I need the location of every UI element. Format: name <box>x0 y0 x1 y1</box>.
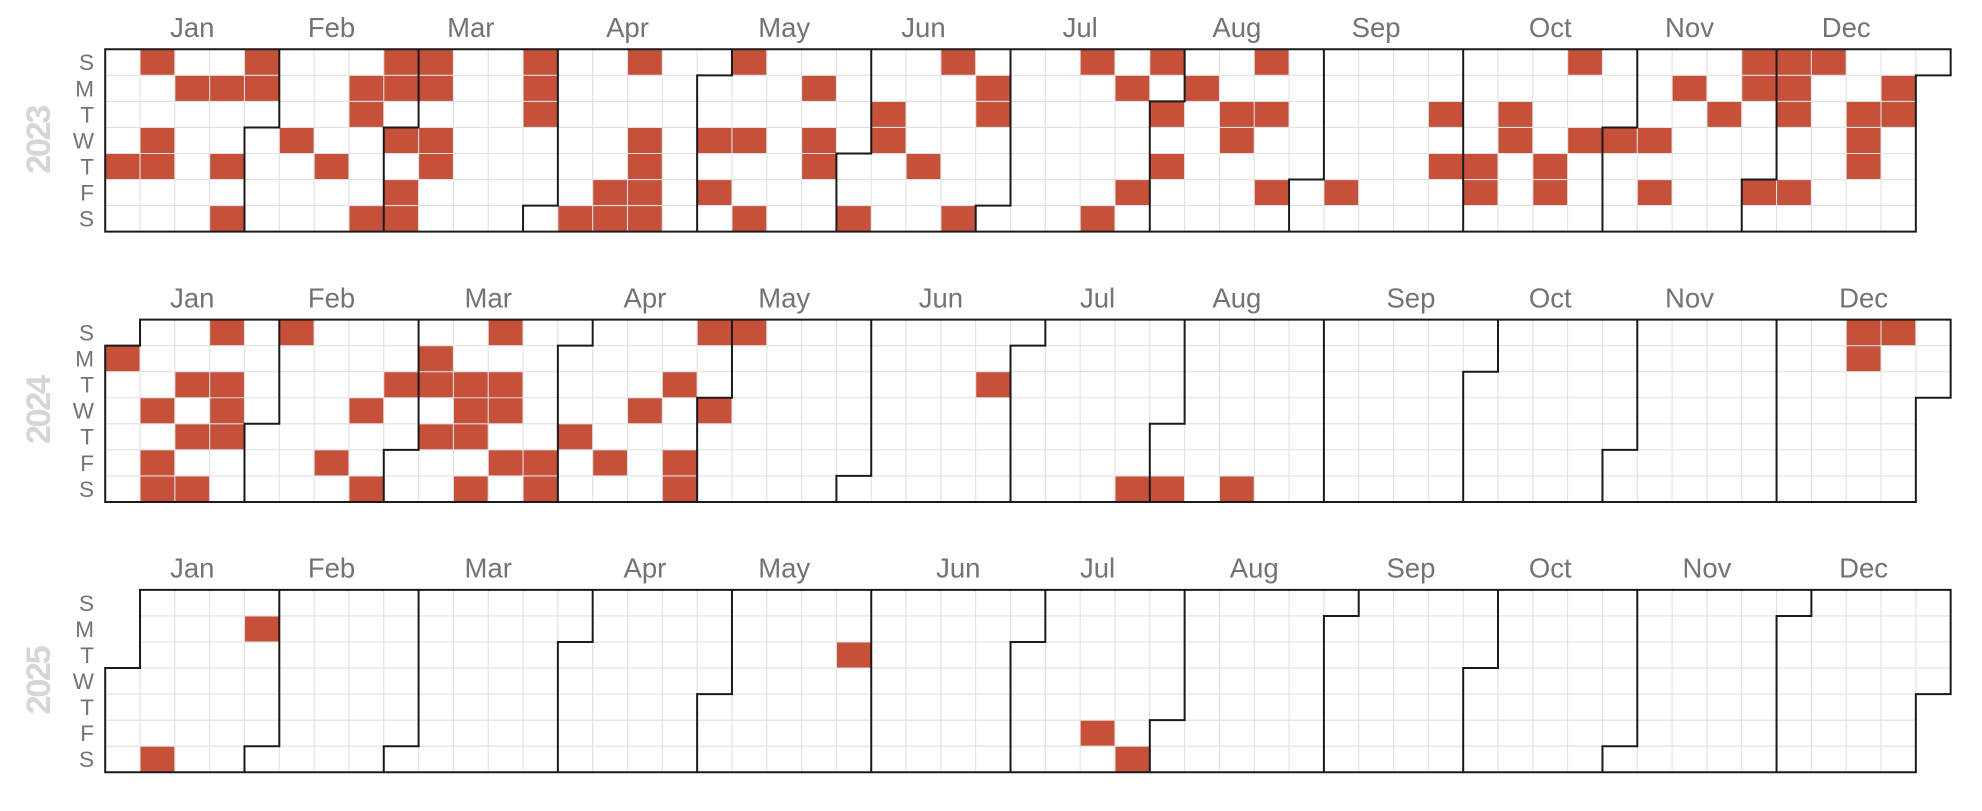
svg-text:May: May <box>758 12 810 43</box>
svg-text:T: T <box>80 695 94 720</box>
svg-text:S: S <box>79 747 94 772</box>
svg-text:May: May <box>758 282 810 313</box>
svg-text:2025: 2025 <box>20 645 58 714</box>
svg-text:M: M <box>75 76 94 101</box>
svg-text:Jan: Jan <box>170 282 214 313</box>
svg-text:T: T <box>80 425 94 450</box>
svg-text:Mar: Mar <box>465 282 512 313</box>
svg-text:T: T <box>80 643 94 668</box>
svg-text:Dec: Dec <box>1839 553 1888 584</box>
svg-text:Sep: Sep <box>1352 12 1401 43</box>
svg-text:2024: 2024 <box>20 375 58 444</box>
svg-text:Jun: Jun <box>901 12 945 43</box>
svg-text:F: F <box>80 721 94 746</box>
svg-text:Dec: Dec <box>1839 282 1888 313</box>
svg-text:Sep: Sep <box>1386 282 1435 313</box>
svg-text:S: S <box>79 321 94 346</box>
svg-text:W: W <box>73 128 95 153</box>
svg-text:T: T <box>80 373 94 398</box>
svg-text:Feb: Feb <box>308 282 355 313</box>
svg-text:Aug: Aug <box>1212 282 1261 313</box>
svg-text:Nov: Nov <box>1665 12 1714 43</box>
svg-text:Mar: Mar <box>447 12 494 43</box>
svg-text:M: M <box>75 617 94 642</box>
svg-text:Feb: Feb <box>308 553 355 584</box>
svg-text:Jul: Jul <box>1080 553 1115 584</box>
svg-text:Oct: Oct <box>1529 282 1572 313</box>
svg-text:T: T <box>80 154 94 179</box>
svg-text:F: F <box>80 451 94 476</box>
svg-text:Jan: Jan <box>170 12 214 43</box>
svg-text:Oct: Oct <box>1529 12 1572 43</box>
svg-text:Feb: Feb <box>308 12 355 43</box>
svg-text:T: T <box>80 102 94 127</box>
svg-text:F: F <box>80 180 94 205</box>
svg-text:Aug: Aug <box>1212 12 1261 43</box>
svg-text:M: M <box>75 347 94 372</box>
svg-text:W: W <box>73 399 95 424</box>
svg-text:W: W <box>73 669 95 694</box>
svg-text:Oct: Oct <box>1529 553 1572 584</box>
svg-text:S: S <box>79 591 94 616</box>
svg-text:2023: 2023 <box>20 106 58 174</box>
svg-text:May: May <box>758 553 810 584</box>
svg-text:S: S <box>79 207 94 232</box>
svg-text:Dec: Dec <box>1822 12 1871 43</box>
svg-text:Jul: Jul <box>1080 282 1115 313</box>
svg-text:Jan: Jan <box>170 553 214 584</box>
svg-text:Jun: Jun <box>919 282 963 313</box>
svg-text:Aug: Aug <box>1230 553 1279 584</box>
svg-text:Jul: Jul <box>1063 12 1098 43</box>
svg-text:Jun: Jun <box>936 553 980 584</box>
svg-text:S: S <box>79 477 94 502</box>
svg-text:Apr: Apr <box>624 553 667 584</box>
svg-text:Apr: Apr <box>606 12 649 43</box>
svg-text:Apr: Apr <box>624 282 667 313</box>
svg-text:Nov: Nov <box>1682 553 1731 584</box>
svg-text:Nov: Nov <box>1665 282 1714 313</box>
svg-text:Sep: Sep <box>1386 553 1435 584</box>
svg-text:S: S <box>79 50 94 75</box>
svg-text:Mar: Mar <box>465 553 512 584</box>
